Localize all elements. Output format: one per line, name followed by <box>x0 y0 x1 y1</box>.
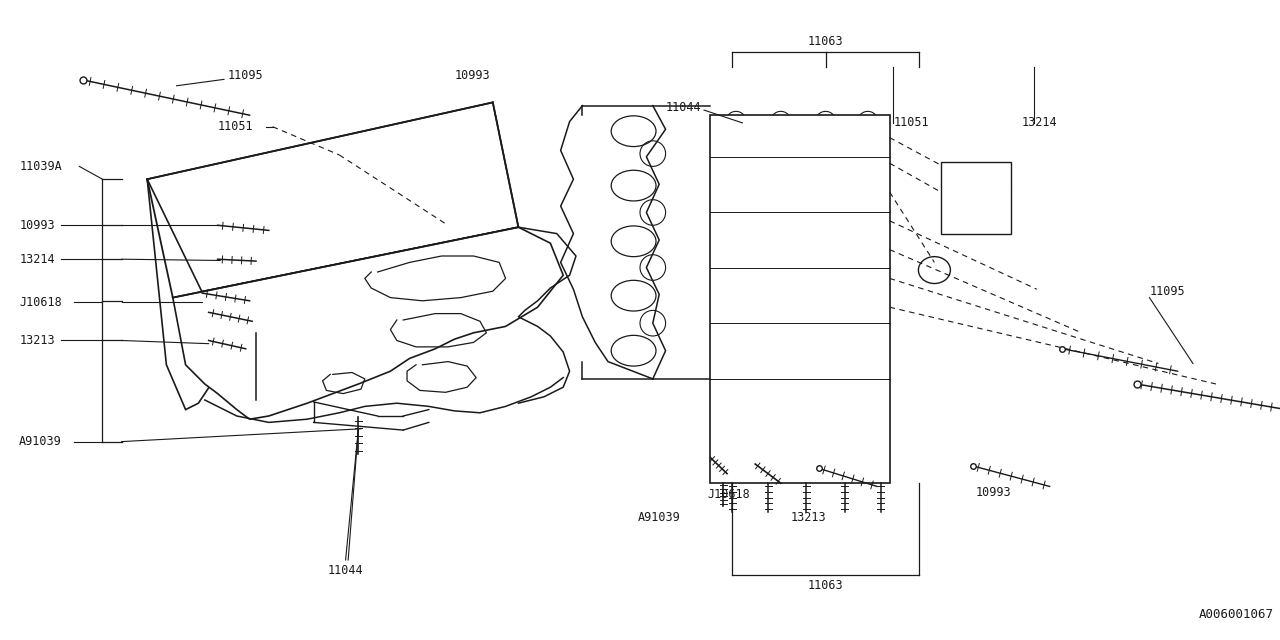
Ellipse shape <box>919 257 951 284</box>
FancyBboxPatch shape <box>941 162 1011 234</box>
Text: 11051: 11051 <box>218 120 253 133</box>
Text: 13213: 13213 <box>19 334 55 347</box>
Polygon shape <box>173 227 563 419</box>
Text: 10993: 10993 <box>454 69 490 82</box>
Text: A006001067: A006001067 <box>1198 608 1274 621</box>
Text: J10618: J10618 <box>19 296 61 308</box>
Text: 11044: 11044 <box>328 564 364 577</box>
Text: 11095: 11095 <box>1149 285 1185 298</box>
Text: 13214: 13214 <box>19 253 55 266</box>
Text: A91039: A91039 <box>637 511 680 524</box>
Text: 11063: 11063 <box>808 579 844 592</box>
Text: 11044: 11044 <box>666 101 701 114</box>
FancyBboxPatch shape <box>710 115 890 483</box>
Text: 13213: 13213 <box>791 511 827 524</box>
Text: 11063: 11063 <box>808 35 844 48</box>
Text: 10993: 10993 <box>19 219 55 232</box>
Text: J10618: J10618 <box>708 488 750 500</box>
Text: 11051: 11051 <box>893 116 929 129</box>
Text: 13214: 13214 <box>1021 116 1057 129</box>
Text: A91039: A91039 <box>19 435 61 448</box>
Text: 11039A: 11039A <box>19 160 61 173</box>
Text: 11095: 11095 <box>228 69 264 82</box>
Polygon shape <box>147 179 256 410</box>
Text: 10993: 10993 <box>975 486 1011 499</box>
Polygon shape <box>147 102 518 298</box>
